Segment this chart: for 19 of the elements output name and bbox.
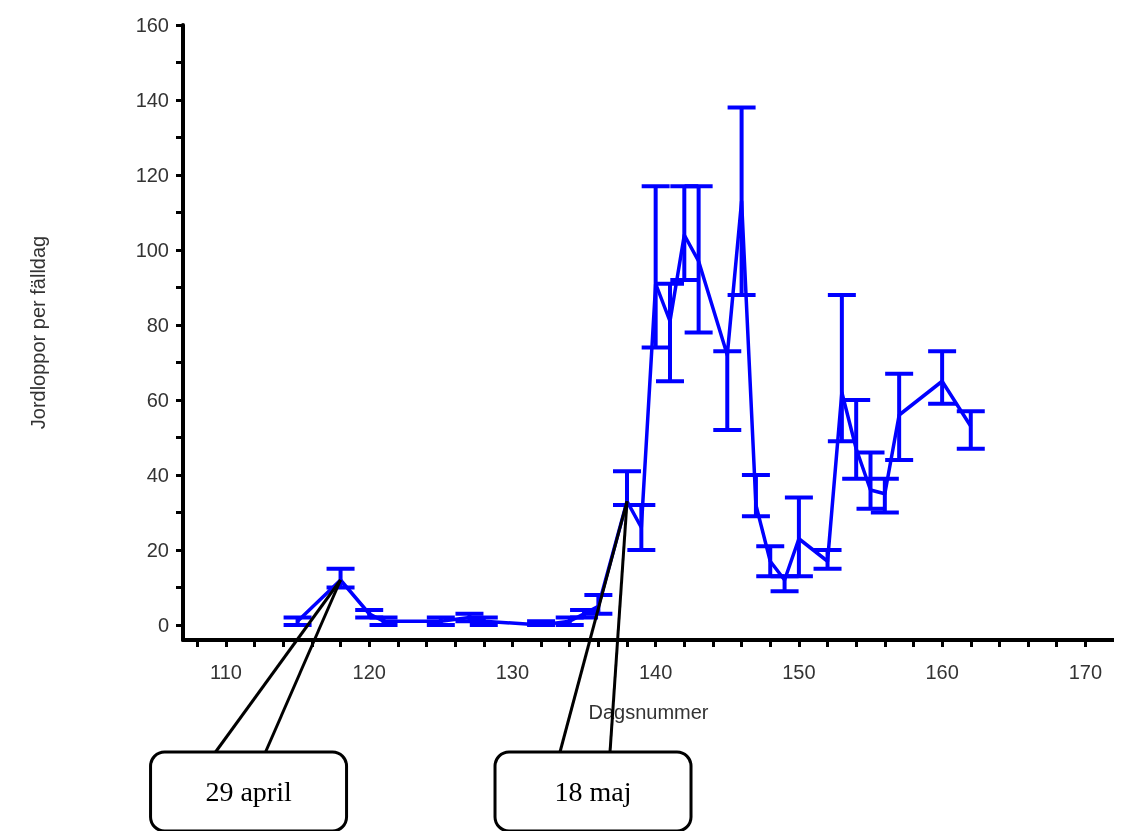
y-tick-label: 100: [135, 239, 169, 261]
x-tick-label: 130: [495, 661, 530, 683]
y-axis-title: Jordloppor per fälldag: [27, 235, 49, 430]
x-tick-label: 160: [925, 661, 959, 683]
annotation: 29 april: [205, 776, 292, 807]
x-tick-label: 150: [782, 661, 816, 683]
y-tick-label: 60: [146, 389, 169, 411]
y-tick-label: 0: [157, 614, 169, 636]
x-tick-label: 140: [638, 661, 673, 683]
y-tick-label: 160: [135, 14, 169, 36]
x-tick-label: 170: [1068, 661, 1103, 683]
y-tick-label: 80: [146, 314, 169, 336]
x-tick-label: 120: [352, 661, 386, 683]
y-tick-label: 20: [146, 539, 169, 561]
y-tick-label: 120: [135, 164, 169, 186]
annotation: 18 maj: [554, 776, 632, 807]
x-tick-label: 110: [210, 661, 242, 683]
y-tick-label: 40: [146, 464, 169, 486]
y-tick-label: 140: [135, 89, 169, 111]
